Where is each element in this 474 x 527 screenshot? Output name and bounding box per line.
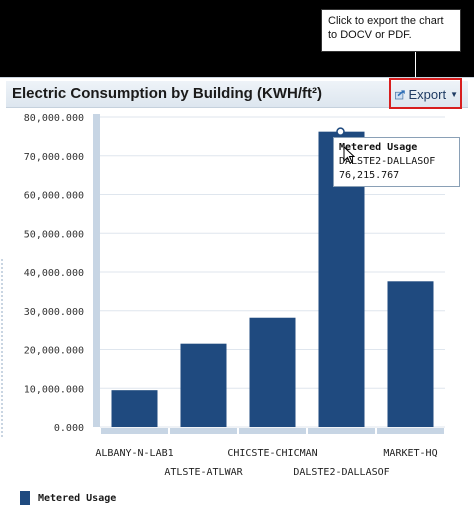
export-label: Export bbox=[408, 86, 447, 102]
y-tick-label: 80,000.000 bbox=[24, 113, 84, 124]
y-tick-label: 0.000 bbox=[54, 423, 84, 434]
chart-title: Electric Consumption by Building (KWH/ft… bbox=[12, 85, 322, 102]
tooltip-category: DALSTE2-DALLASOF bbox=[339, 156, 436, 167]
bar-tooltip: Metered Usage DALSTE2-DALLASOF 76,215.76… bbox=[333, 137, 460, 187]
bar bbox=[111, 390, 158, 427]
x-axis-segment bbox=[101, 428, 168, 434]
export-callout: Click to export the chart to DOCV or PDF… bbox=[321, 9, 461, 52]
export-button[interactable]: Export ▼ bbox=[395, 85, 458, 103]
mouse-pointer-icon bbox=[343, 146, 356, 164]
callout-pointer-line bbox=[415, 52, 416, 78]
bar bbox=[387, 281, 434, 427]
callout-text: Click to export the chart to DOCV or PDF… bbox=[328, 15, 444, 41]
x-tick-label: ATLSTE-ATLWAR bbox=[164, 467, 243, 478]
tooltip-value: 76,215.767 bbox=[339, 170, 400, 181]
x-tick-label: ALBANY-N-LAB1 bbox=[95, 448, 173, 459]
chevron-down-icon: ▼ bbox=[450, 89, 458, 99]
x-tick-label: CHICSTE-CHICMAN bbox=[227, 448, 317, 459]
bar bbox=[180, 343, 227, 427]
export-icon bbox=[395, 89, 405, 99]
y-tick-label: 40,000.000 bbox=[24, 268, 84, 279]
y-axis-band bbox=[93, 114, 100, 427]
y-tick-label: 70,000.000 bbox=[24, 152, 84, 163]
x-axis-segment bbox=[308, 428, 375, 434]
y-tick-label: 20,000.000 bbox=[24, 346, 84, 357]
legend-swatch bbox=[20, 491, 30, 505]
legend-label: Metered Usage bbox=[38, 492, 117, 504]
y-tick-label: 50,000.000 bbox=[24, 229, 84, 240]
export-highlight: Export ▼ bbox=[389, 78, 462, 109]
y-tick-label: 60,000.000 bbox=[24, 191, 84, 202]
tooltip-series: Metered Usage bbox=[339, 142, 418, 153]
y-tick-label: 10,000.000 bbox=[24, 384, 84, 395]
chart-legend: Metered Usage bbox=[20, 491, 116, 505]
bar bbox=[249, 317, 296, 427]
chart-header: Electric Consumption by Building (KWH/ft… bbox=[6, 81, 468, 108]
x-axis-segment bbox=[377, 428, 444, 434]
x-tick-label: MARKET-HQ bbox=[383, 448, 437, 459]
dotted-edge bbox=[0, 258, 5, 438]
x-axis-segment bbox=[239, 428, 306, 434]
y-tick-label: 30,000.000 bbox=[24, 307, 84, 318]
x-tick-label: DALSTE2-DALLASOF bbox=[293, 467, 389, 478]
x-axis-segment bbox=[170, 428, 237, 434]
bar-hover-marker bbox=[336, 127, 345, 136]
